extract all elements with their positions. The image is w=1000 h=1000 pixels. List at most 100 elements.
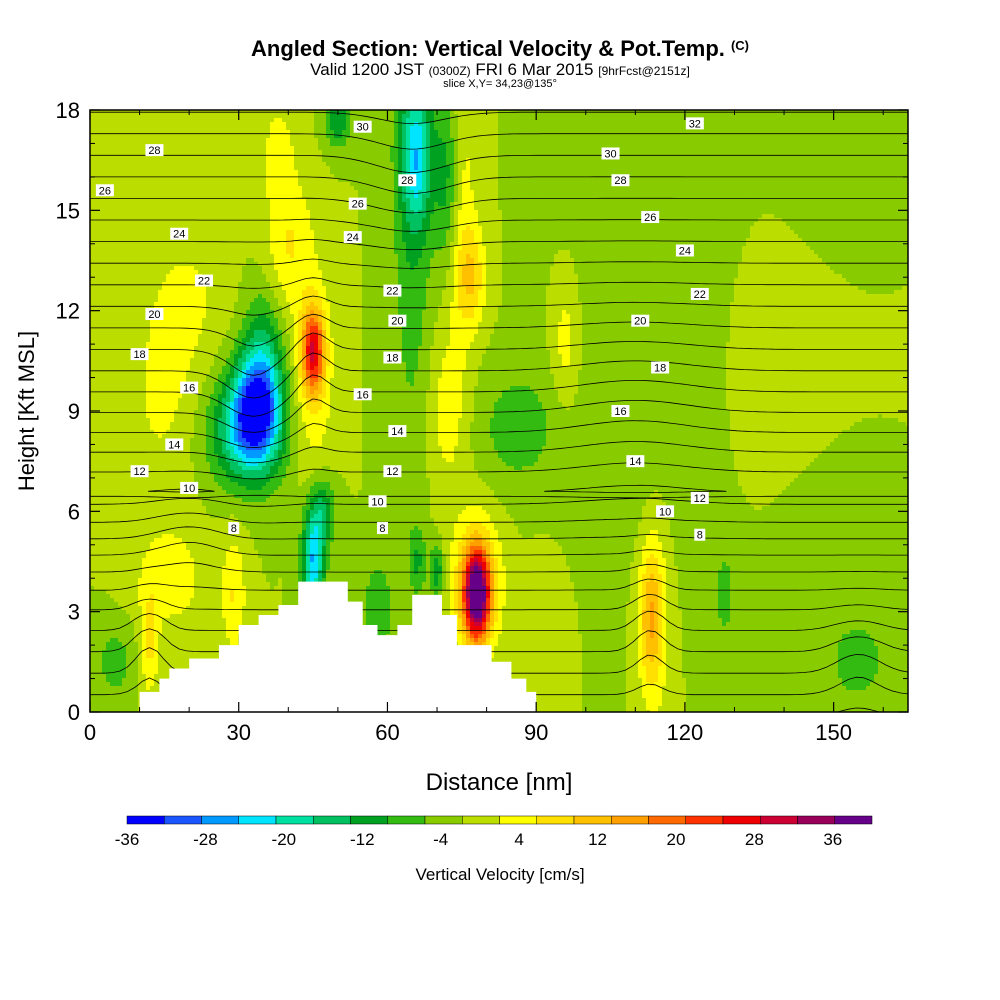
field-cell [214, 322, 219, 327]
field-cell [182, 186, 187, 191]
field-cell [94, 498, 99, 503]
field-cell [178, 426, 183, 431]
field-cell [110, 426, 115, 431]
field-cell [190, 598, 195, 603]
field-cell [106, 422, 111, 427]
field-cell [126, 666, 131, 671]
field-cell [158, 518, 163, 523]
field-cell [126, 686, 131, 691]
field-cell [102, 350, 107, 355]
field-cell [166, 238, 171, 243]
field-cell [130, 602, 135, 607]
field-cell [162, 538, 167, 543]
field-cell [94, 454, 99, 459]
field-cell [174, 498, 179, 503]
field-cell [102, 342, 107, 347]
field-cell [206, 626, 211, 631]
field-cell [126, 670, 131, 675]
field-cell [162, 354, 167, 359]
field-cell [110, 134, 115, 139]
field-cell [138, 422, 143, 427]
field-cell [142, 434, 147, 439]
field-cell [162, 570, 167, 575]
field-cell [94, 238, 99, 243]
field-cell [130, 254, 135, 259]
field-cell [202, 642, 207, 647]
field-cell [130, 382, 135, 387]
field-cell [202, 578, 207, 583]
field-cell [198, 362, 203, 367]
field-cell [206, 482, 211, 487]
field-cell [110, 414, 115, 419]
field-cell [154, 602, 159, 607]
field-cell [170, 202, 175, 207]
field-cell [174, 142, 179, 147]
field-cell [118, 154, 123, 159]
field-cell [178, 306, 183, 311]
field-cell [114, 626, 119, 631]
field-cell [126, 254, 131, 259]
field-cell [122, 458, 127, 463]
field-cell [102, 394, 107, 399]
field-cell [198, 522, 203, 527]
field-cell [102, 230, 107, 235]
field-cell [174, 542, 179, 547]
field-cell [130, 550, 135, 555]
field-cell [142, 154, 147, 159]
field-cell [130, 526, 135, 531]
field-cell [222, 126, 227, 131]
field-cell [198, 182, 203, 187]
field-cell [154, 510, 159, 515]
field-cell [210, 290, 215, 295]
field-cell [122, 254, 127, 259]
field-cell [130, 414, 135, 419]
field-cell [150, 338, 155, 343]
field-cell [94, 422, 99, 427]
field-cell [98, 582, 103, 587]
field-cell [102, 438, 107, 443]
field-cell [154, 274, 159, 279]
field-cell [162, 346, 167, 351]
chart-title: Angled Section: Vertical Velocity & Pot.… [0, 36, 1000, 62]
field-cell [154, 566, 159, 571]
subtitle-forecast: [9hrFcst@2151z] [598, 64, 690, 78]
field-cell [210, 346, 215, 351]
field-cell [202, 586, 207, 591]
field-cell [178, 210, 183, 215]
field-cell [194, 114, 199, 119]
field-cell [90, 598, 95, 603]
field-cell [218, 238, 223, 243]
field-cell [126, 182, 131, 187]
field-cell [150, 466, 155, 471]
field-cell [218, 134, 223, 139]
field-cell [94, 354, 99, 359]
field-cell [190, 138, 195, 143]
field-cell [94, 658, 99, 663]
field-cell [170, 146, 175, 151]
field-cell [146, 386, 151, 391]
field-cell [182, 502, 187, 507]
field-cell [150, 294, 155, 299]
field-cell [138, 458, 143, 463]
field-cell [186, 322, 191, 327]
field-cell [174, 282, 179, 287]
field-cell [166, 314, 171, 319]
field-cell [130, 510, 135, 515]
field-cell [218, 450, 223, 455]
field-cell [154, 158, 159, 163]
field-cell [102, 506, 107, 511]
field-cell [90, 198, 95, 203]
field-cell [102, 626, 107, 631]
field-cell [214, 162, 219, 167]
field-cell [186, 474, 191, 479]
field-cell [146, 566, 151, 571]
field-cell [106, 350, 111, 355]
field-cell [170, 514, 175, 519]
field-cell [174, 338, 179, 343]
field-cell [158, 662, 163, 667]
field-cell [106, 642, 111, 647]
field-cell [194, 430, 199, 435]
field-cell [94, 506, 99, 511]
field-cell [102, 458, 107, 463]
field-cell [134, 530, 139, 535]
